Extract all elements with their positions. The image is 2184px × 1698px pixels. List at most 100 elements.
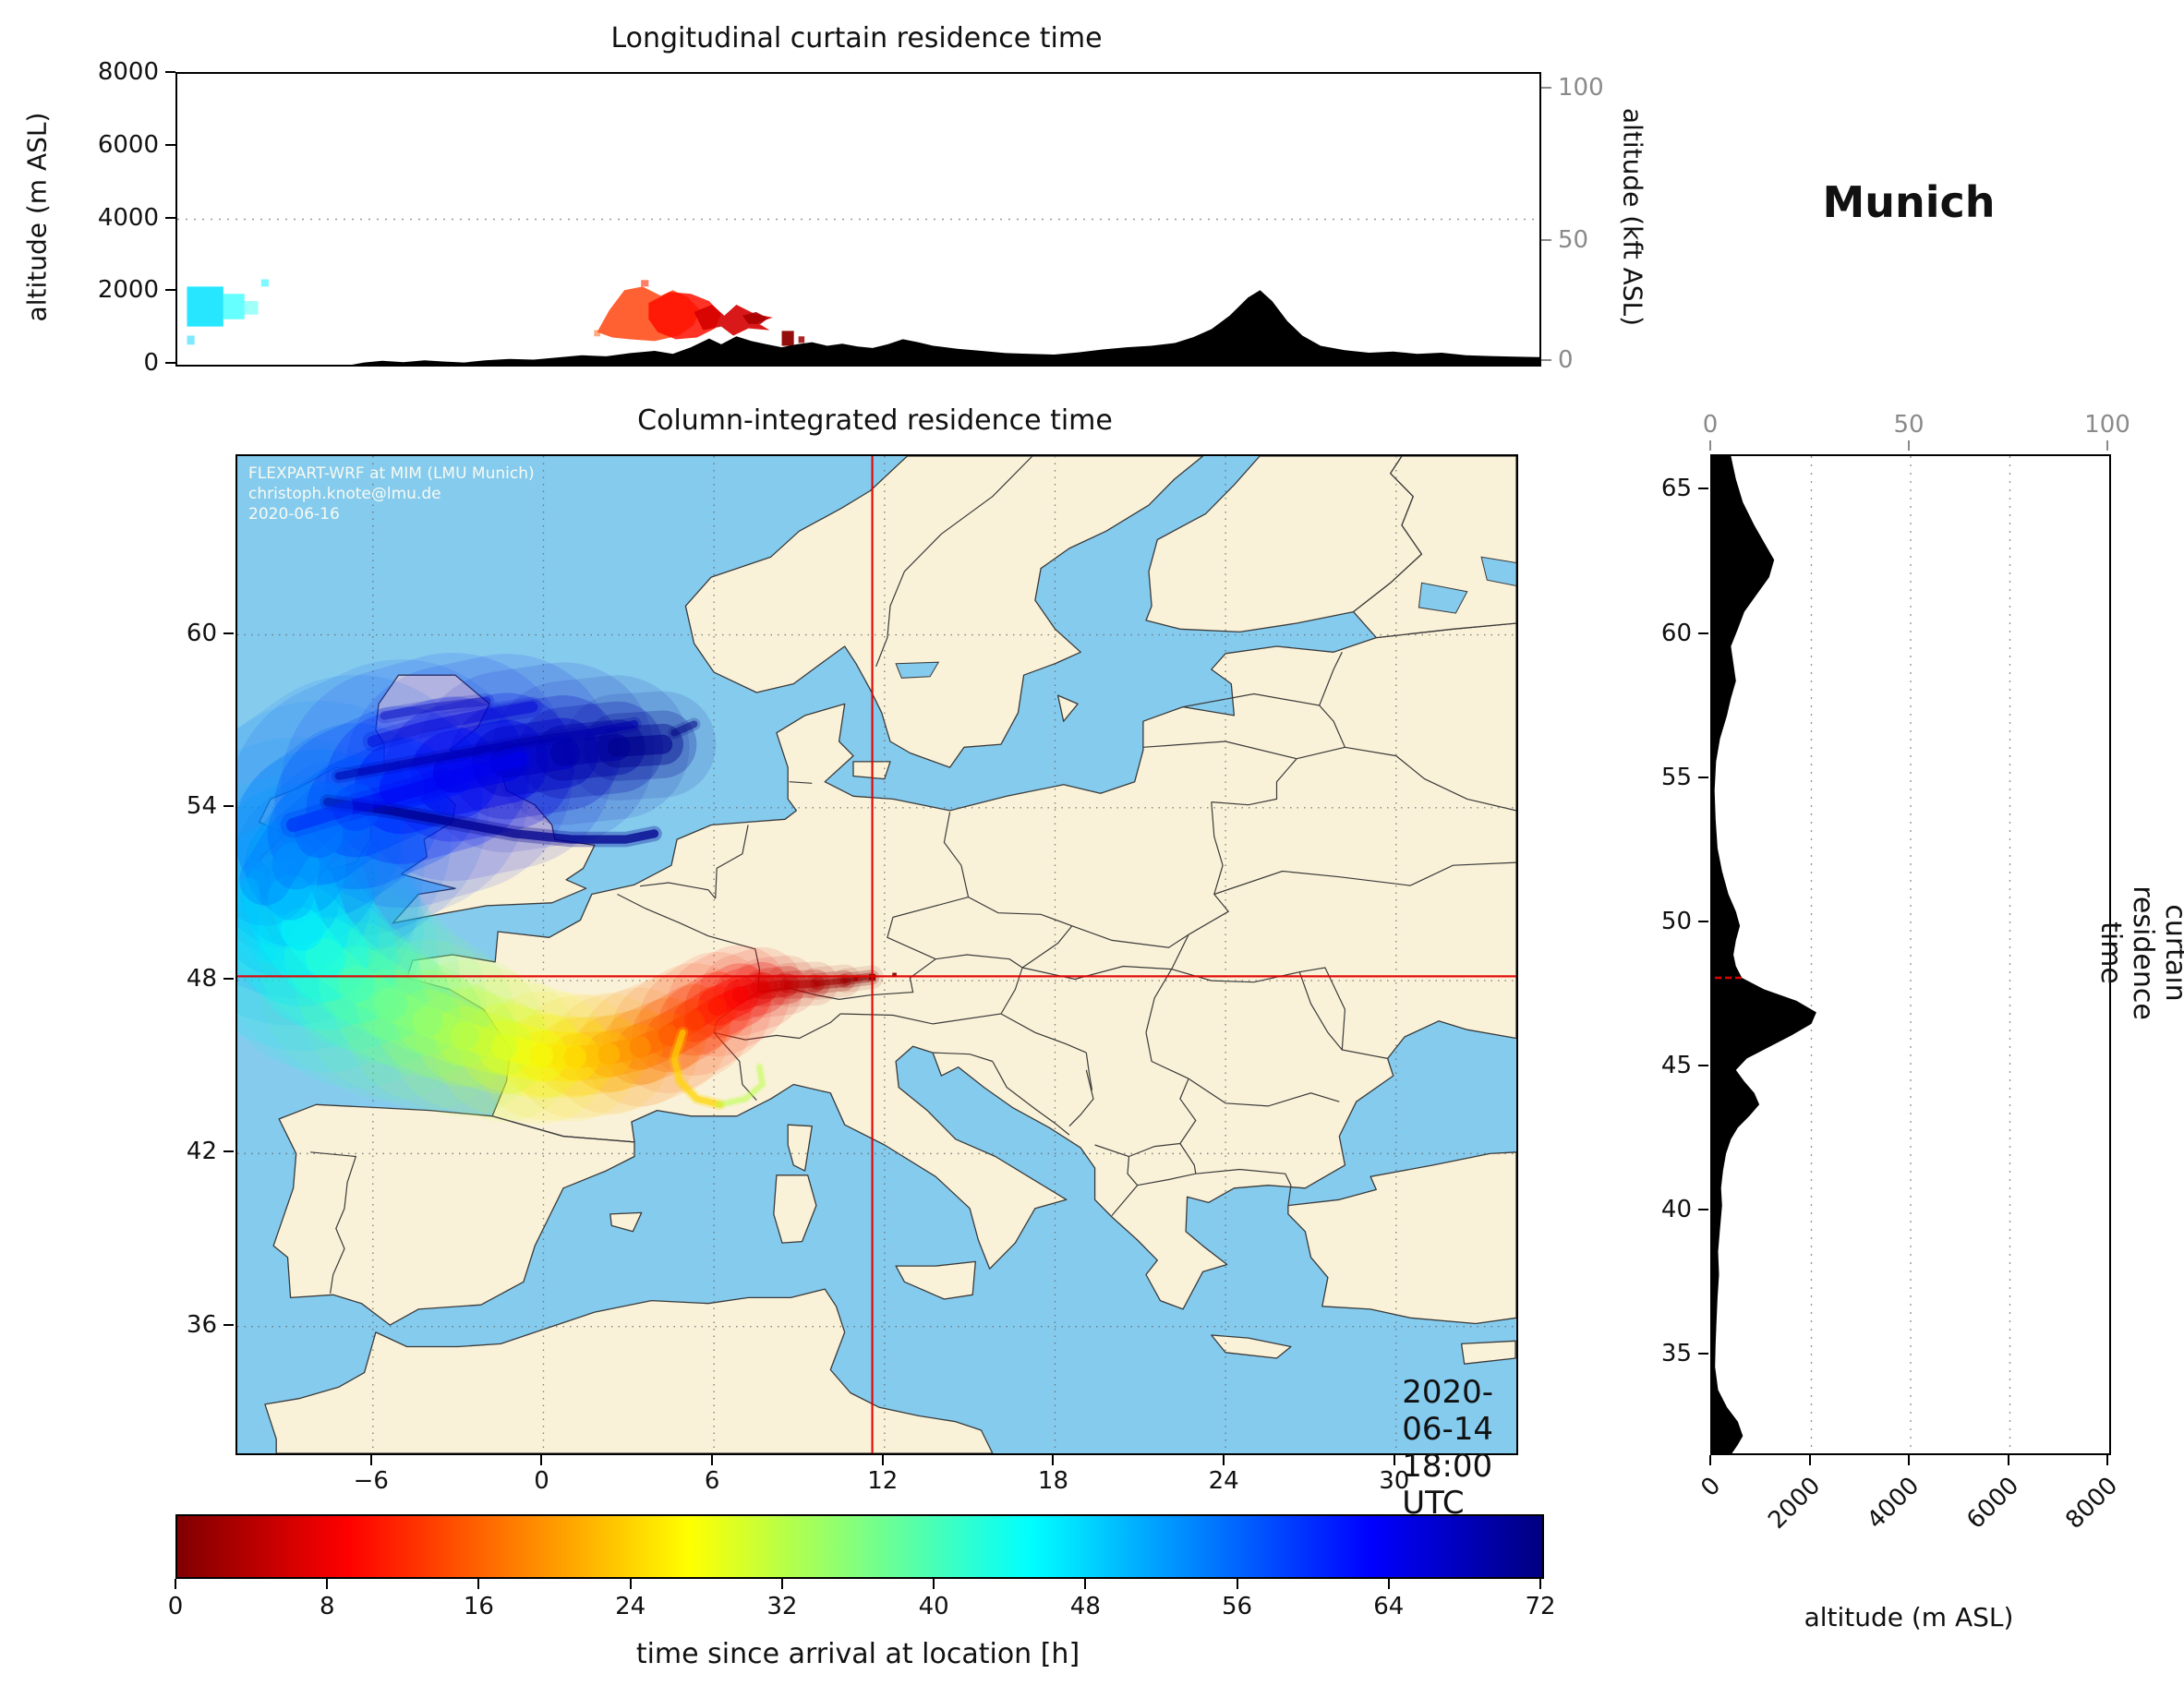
right-panel-ytick (1698, 632, 1708, 634)
colorbar (175, 1514, 1544, 1579)
map-xtick (1052, 1455, 1055, 1465)
top-panel-kft-label: 50 (1558, 226, 1589, 255)
watermark: FLEXPART-WRF at MIM (LMU Munich) christo… (248, 464, 535, 524)
right-panel-xtick-label: 0 (1695, 1472, 1727, 1502)
map-xtick (1393, 1455, 1395, 1465)
right-panel-xtick-label: 6000 (1961, 1472, 2024, 1535)
right-panel-ytick-label: 60 (1660, 619, 1692, 647)
map-ytick-label: 48 (186, 965, 217, 994)
map-xtick (369, 1455, 372, 1465)
top-panel-ytick (165, 362, 175, 364)
map-panel-title: Column-integrated residence time (637, 404, 1113, 437)
right-panel-ytick-label: 35 (1660, 1339, 1692, 1367)
colorbar-tick (933, 1579, 935, 1589)
colorbar-tick-label: 0 (167, 1593, 184, 1620)
colorbar-tick (1084, 1579, 1087, 1589)
right-panel-kft-tick (2106, 440, 2108, 451)
map-xtick-label: 0 (534, 1467, 549, 1495)
right-panel-xtick (1709, 1455, 1711, 1465)
map-xtick (711, 1455, 714, 1465)
top-panel-title: Longitudinal curtain residence time (610, 22, 1103, 54)
colorbar-tick-label: 24 (615, 1593, 646, 1620)
watermark-line-3: 2020-06-16 (248, 505, 340, 524)
right-panel-ytick-label: 65 (1660, 475, 1692, 503)
right-panel-xtick-label: 8000 (2060, 1472, 2124, 1535)
right-panel-title: Latitudinal curtain residence time (2094, 885, 2184, 1020)
watermark-line-2: christoph.knote@lmu.de (248, 485, 441, 503)
map-canvas (237, 456, 1516, 1453)
right-panel-ytick-label: 45 (1660, 1051, 1692, 1079)
top-panel-ytick (165, 143, 175, 146)
colorbar-tick (629, 1579, 632, 1589)
map-xtick-label: 6 (704, 1467, 720, 1495)
right-panel-ytick (1698, 1208, 1708, 1210)
right-panel-ytick-label: 55 (1660, 763, 1692, 791)
colorbar-tick (1236, 1579, 1238, 1589)
colorbar-tick-label: 64 (1373, 1593, 1405, 1620)
right-panel-xtick (1808, 1455, 1811, 1465)
right-panel-kft-tick (1709, 440, 1711, 451)
colorbar-tick-label: 8 (319, 1593, 335, 1620)
map-ytick (223, 1323, 234, 1326)
right-panel-ytick (1698, 776, 1708, 778)
latitudinal-curtain-panel (1710, 454, 2111, 1455)
right-panel-xtick (2007, 1455, 2009, 1465)
right-xlabel: altitude (m ASL) (1804, 1602, 2014, 1632)
right-panel-xtick-label: 2000 (1762, 1472, 1826, 1535)
map-xtick (1223, 1455, 1225, 1465)
map-ytick (223, 804, 234, 807)
colorbar-tick-label: 48 (1069, 1593, 1101, 1620)
top-panel-ytick-label: 6000 (97, 130, 159, 159)
right-panel-xtick (1908, 1455, 1910, 1465)
top-panel-kft-label: 0 (1558, 345, 1574, 374)
right-panel-ytick-label: 50 (1660, 907, 1692, 935)
colorbar-tick-label: 16 (463, 1593, 494, 1620)
colorbar-tick (1387, 1579, 1390, 1589)
colorbar-tick (780, 1579, 783, 1589)
right-panel-ytick (1698, 1064, 1708, 1066)
map-ytick-label: 60 (186, 619, 217, 647)
top-panel-ytick (165, 71, 175, 73)
map-xtick (540, 1455, 543, 1465)
colorbar-tick (326, 1579, 329, 1589)
latitudinal-curtain-canvas (1712, 456, 2011, 1453)
timestamp: 2020-06-14 18:00 UTC (1402, 1374, 1493, 1522)
map-xtick-label: −6 (353, 1467, 389, 1495)
right-panel-ytick-label: 40 (1660, 1195, 1692, 1223)
colorbar-tick-label: 56 (1222, 1593, 1253, 1620)
colorbar-tick-label: 32 (766, 1593, 798, 1620)
top-panel-ytick-label: 8000 (97, 58, 159, 86)
right-panel-xtick (2106, 1455, 2108, 1465)
right-panel-ytick (1698, 920, 1708, 922)
map-xtick-label: 24 (1208, 1467, 1239, 1495)
longitudinal-curtain-canvas (177, 218, 1539, 365)
map-ytick-label: 42 (186, 1138, 217, 1166)
map-xtick-label: 12 (867, 1467, 899, 1495)
colorbar-tick (175, 1579, 176, 1589)
colorbar-tick-label: 40 (918, 1593, 949, 1620)
map-xtick-label: 18 (1037, 1467, 1069, 1495)
colorbar-tick-label: 72 (1525, 1593, 1556, 1620)
colorbar-tick (477, 1579, 480, 1589)
map-ytick (223, 632, 234, 634)
top-panel-kft-tick (1541, 87, 1551, 90)
longitudinal-curtain-panel (175, 72, 1541, 367)
top-panel-kft-tick (1541, 358, 1551, 361)
top-panel-ytick-label: 0 (143, 349, 159, 377)
top-panel-ytick-label: 2000 (97, 276, 159, 305)
watermark-line-1: FLEXPART-WRF at MIM (LMU Munich) (248, 464, 535, 483)
right-panel-xtick-label: 4000 (1862, 1472, 1925, 1535)
top-ylabel-right: altitude (kft ASL) (1617, 107, 1648, 327)
map-ytick (223, 978, 234, 981)
colorbar-gradient (177, 1516, 1542, 1577)
colorbar-label: time since arrival at location [h] (635, 1638, 1080, 1670)
top-panel-kft-label: 100 (1558, 74, 1604, 102)
right-panel-kft-label: 100 (2084, 411, 2130, 439)
right-panel-kft-label: 50 (1893, 411, 1925, 439)
right-panel-kft-tick (1908, 440, 1910, 451)
top-panel-ytick-label: 4000 (97, 203, 159, 232)
map-xtick (881, 1455, 884, 1465)
top-panel-kft-tick (1541, 239, 1551, 242)
right-panel-ytick (1698, 1352, 1708, 1355)
